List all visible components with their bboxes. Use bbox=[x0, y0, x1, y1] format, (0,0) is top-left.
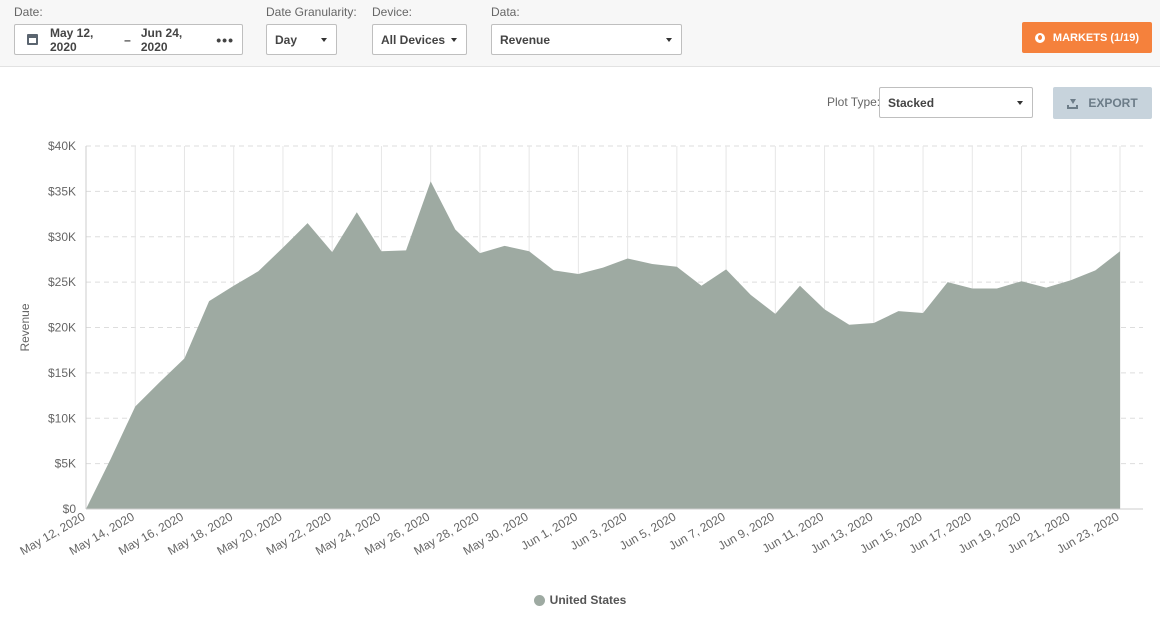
markets-button[interactable]: MARKETS (1/19) bbox=[1022, 22, 1152, 53]
export-button[interactable]: EXPORT bbox=[1053, 87, 1152, 119]
granularity-select[interactable]: Day bbox=[266, 24, 337, 55]
device-value: All Devices bbox=[381, 32, 446, 47]
plot-type-label: Plot Type: bbox=[827, 95, 881, 109]
y-tick-label: $15K bbox=[48, 366, 76, 380]
chevron-down-icon bbox=[321, 38, 327, 42]
date-range-picker[interactable]: May 12, 2020 – Jun 24, 2020 ••• bbox=[14, 24, 243, 55]
y-tick-label: $5K bbox=[55, 457, 76, 471]
date-end: Jun 24, 2020 bbox=[140, 25, 183, 54]
y-tick-label: $40K bbox=[48, 139, 76, 153]
y-tick-label: $30K bbox=[48, 230, 76, 244]
markets-button-label: MARKETS (1/19) bbox=[1052, 31, 1140, 44]
globe-icon bbox=[1034, 32, 1045, 43]
y-tick-label: $0 bbox=[63, 502, 77, 516]
date-start: May 12, 2020 bbox=[50, 25, 94, 54]
device-select[interactable]: All Devices bbox=[372, 24, 467, 55]
chart-legend: United States bbox=[0, 593, 1160, 607]
chevron-down-icon bbox=[451, 38, 457, 42]
data-label: Data: bbox=[491, 5, 520, 19]
plot-type-select[interactable]: Stacked bbox=[879, 87, 1033, 118]
date-label: Date: bbox=[14, 5, 43, 19]
calendar-icon bbox=[27, 34, 38, 45]
filter-bar: Date: May 12, 2020 – Jun 24, 2020 ••• Da… bbox=[0, 0, 1160, 67]
y-axis-title: Revenue bbox=[18, 303, 32, 351]
area-series-united-states bbox=[86, 181, 1120, 509]
device-label: Device: bbox=[372, 5, 413, 19]
data-value: Revenue bbox=[500, 32, 551, 47]
data-select[interactable]: Revenue bbox=[491, 24, 682, 55]
legend-label[interactable]: United States bbox=[549, 593, 627, 607]
y-tick-label: $25K bbox=[48, 275, 76, 289]
date-separator: – bbox=[124, 32, 131, 47]
more-icon[interactable]: ••• bbox=[216, 31, 234, 48]
download-icon bbox=[1067, 98, 1079, 109]
granularity-value: Day bbox=[275, 32, 298, 47]
chevron-down-icon bbox=[666, 38, 672, 42]
chevron-down-icon bbox=[1017, 101, 1023, 105]
y-tick-label: $35K bbox=[48, 184, 76, 198]
y-tick-label: $10K bbox=[48, 411, 76, 425]
granularity-label: Date Granularity: bbox=[266, 5, 357, 19]
plot-type-value: Stacked bbox=[888, 95, 935, 110]
legend-swatch[interactable] bbox=[533, 594, 545, 606]
y-tick-label: $20K bbox=[48, 321, 76, 335]
export-button-label: EXPORT bbox=[1088, 96, 1138, 110]
